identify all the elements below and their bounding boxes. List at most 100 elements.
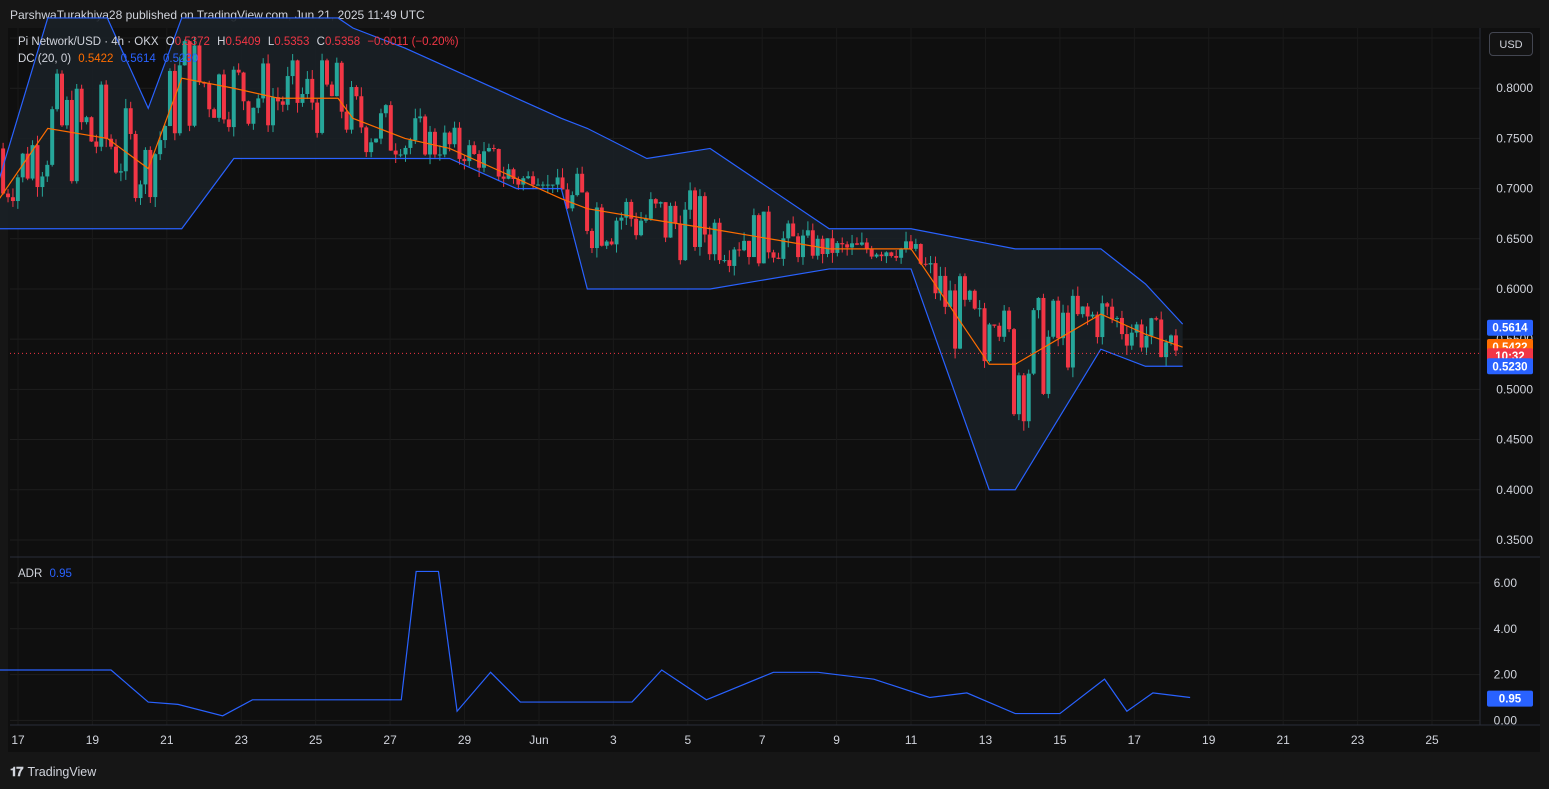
- candle-body: [776, 257, 781, 259]
- time-tick-label: 19: [1202, 733, 1216, 747]
- candle-body: [565, 189, 570, 209]
- high-value: 0.5409: [225, 36, 261, 48]
- candle-body: [251, 107, 256, 124]
- candle-body: [1002, 310, 1007, 337]
- candle-body: [467, 145, 472, 162]
- candle-body: [496, 149, 501, 177]
- candle-body: [310, 78, 315, 103]
- candle-body: [1154, 318, 1159, 320]
- candle-body: [977, 308, 982, 310]
- candle-body: [918, 244, 923, 264]
- candle-body: [825, 238, 830, 255]
- candle-body: [899, 248, 904, 258]
- donchian-upper-line: [0, 17, 1184, 325]
- candle-body: [40, 176, 45, 188]
- candle-body: [212, 109, 217, 118]
- candle-body: [383, 105, 388, 114]
- dc-upper-tag-bg: [1487, 319, 1533, 336]
- candle-body: [727, 260, 732, 266]
- candle-body: [1051, 300, 1056, 337]
- adr-legend[interactable]: ADR 0.95: [18, 568, 76, 580]
- candle-body: [982, 308, 987, 362]
- candle-body: [187, 41, 192, 126]
- candle-body: [987, 324, 992, 362]
- candle-body: [99, 84, 104, 147]
- candle-body: [275, 97, 280, 102]
- open-value: 0.5372: [174, 36, 210, 48]
- candle-body: [781, 238, 786, 259]
- candle-body: [1065, 312, 1070, 368]
- candle-body: [290, 60, 295, 77]
- candle-body: [796, 236, 801, 258]
- candle-body: [614, 220, 619, 245]
- candle-body: [55, 73, 60, 110]
- candle-body: [830, 238, 835, 253]
- candle-body: [15, 177, 20, 202]
- symbol-label[interactable]: Pi Network/USD · 4h · OKX: [18, 36, 159, 48]
- candle-body: [609, 241, 614, 245]
- candle-body: [624, 201, 629, 218]
- candle-body: [305, 78, 310, 95]
- time-tick-label: 29: [458, 733, 472, 747]
- candle-body: [756, 215, 761, 264]
- time-tick-label: 11: [905, 733, 918, 747]
- candle-body: [354, 87, 359, 97]
- candle-body: [545, 184, 550, 186]
- candle-body: [1, 148, 6, 194]
- candle-body: [50, 109, 55, 165]
- candle-body: [805, 230, 810, 236]
- candle-body: [256, 98, 261, 108]
- time-tick-label: 21: [160, 733, 174, 747]
- candle-body: [722, 260, 727, 262]
- candle-body: [236, 69, 241, 73]
- candle-body: [948, 290, 953, 307]
- candle-body: [879, 254, 884, 257]
- candle-body: [688, 190, 693, 210]
- time-tick-label: Jun: [529, 733, 548, 747]
- candle-body: [663, 202, 668, 238]
- candle-body: [349, 87, 354, 130]
- candle-body: [1007, 310, 1012, 330]
- footer-brand[interactable]: TradingView: [27, 765, 97, 779]
- dc-mid-value: 0.5422: [78, 53, 114, 65]
- candle-body: [432, 131, 437, 155]
- candle-body: [1159, 319, 1164, 358]
- dc-legend[interactable]: DC (20, 0) 0.5422 0.5614 0.5230: [18, 53, 202, 65]
- candle-body: [859, 242, 864, 245]
- candle-body: [958, 276, 963, 349]
- adr-tag-bg: [1487, 690, 1533, 707]
- candle-body: [643, 218, 648, 221]
- candle-body: [324, 60, 329, 85]
- candle-body: [648, 199, 653, 219]
- candle-body: [526, 176, 531, 179]
- candle-body: [1041, 297, 1046, 394]
- candle-body: [810, 230, 815, 256]
- candle-body: [153, 154, 158, 198]
- candle-body: [123, 108, 128, 172]
- candle-body: [457, 127, 462, 159]
- candle-body: [158, 140, 163, 155]
- candle-body: [619, 217, 624, 221]
- price-tick-label: 0.4500: [1496, 433, 1533, 447]
- candle-body: [64, 99, 69, 126]
- candle-body: [820, 238, 825, 255]
- candle-body: [634, 218, 639, 236]
- candle-body: [673, 205, 678, 224]
- candle-body: [266, 63, 271, 126]
- candle-body: [884, 252, 889, 257]
- candle-body: [580, 173, 585, 193]
- low-label: L: [267, 36, 275, 48]
- candle-body: [658, 202, 663, 204]
- candle-body: [1144, 335, 1149, 348]
- candle-body: [791, 223, 796, 237]
- candle-body: [167, 70, 172, 126]
- candle-body: [104, 84, 109, 139]
- candle-body: [491, 148, 496, 150]
- candle-body: [118, 171, 123, 173]
- dc-lower-value: 0.5230: [163, 53, 199, 65]
- currency-button[interactable]: USD: [1489, 32, 1533, 56]
- candle-body: [1075, 295, 1080, 315]
- candle-body: [226, 119, 231, 128]
- candle-body: [972, 290, 977, 309]
